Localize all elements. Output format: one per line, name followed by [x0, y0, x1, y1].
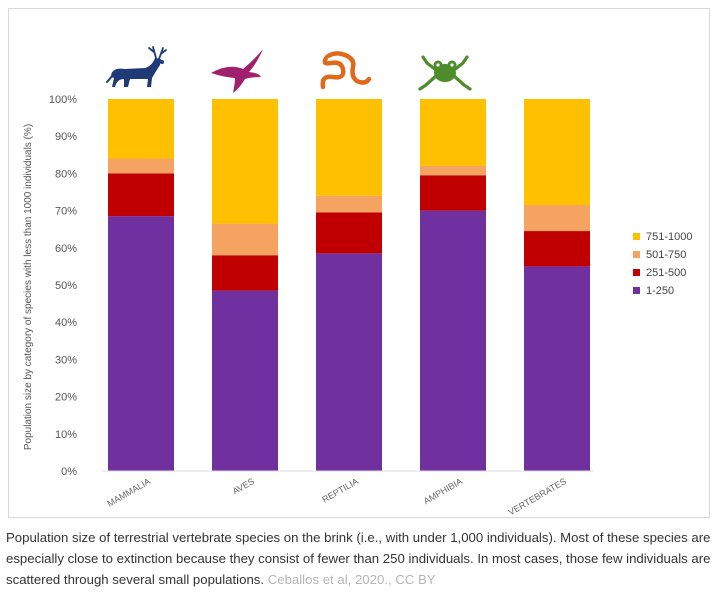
bar-segment-1-250 — [108, 216, 174, 471]
legend-label: 251-500 — [646, 267, 686, 279]
bar-segment-251-500 — [316, 212, 382, 254]
caption-credit: Ceballos et al, 2020., CC BY — [267, 572, 436, 587]
icons-layer — [106, 46, 472, 93]
y-tick-label: 70% — [55, 206, 77, 218]
y-tick-label: 80% — [55, 168, 77, 180]
bar-segment-1-250 — [316, 253, 382, 471]
y-tick-label: 50% — [55, 280, 77, 292]
bird-icon — [211, 49, 263, 93]
bar-segment-751-1000 — [524, 99, 590, 206]
frog-icon — [418, 55, 472, 91]
y-axis: 0% 10% 20% 30% 40% 50% 60% 70% 80% 90% 100% — [49, 94, 77, 478]
bar-segment-251-500 — [420, 175, 486, 211]
bar-segment-1-250 — [524, 266, 590, 471]
y-tick-label: 30% — [55, 354, 77, 366]
legend-swatch — [633, 269, 640, 276]
x-axis: MAMMALIA AVES REPTILIA AMPHIBIA VERTEBRATES — [105, 476, 568, 517]
x-tick-label: AMPHIBIA — [422, 476, 464, 506]
y-tick-label: 20% — [55, 392, 77, 404]
bars-layer — [108, 99, 590, 471]
legend-label: 1-250 — [646, 285, 674, 297]
bar-segment-751-1000 — [420, 99, 486, 166]
legend-swatch — [633, 287, 640, 294]
y-tick-label: 0% — [61, 466, 77, 478]
legend-label: 751-1000 — [646, 231, 693, 243]
legend: 751-1000 501-750 251-500 1-250 — [633, 231, 693, 297]
bar-segment-501-750 — [108, 158, 174, 174]
legend-swatch — [633, 233, 640, 240]
bar-segment-1-250 — [420, 210, 486, 471]
chart-frame: 0% 10% 20% 30% 40% 50% 60% 70% 80% 90% 100% MAMMAL… — [8, 8, 710, 518]
y-tick-label: 60% — [55, 243, 77, 255]
y-tick-label: 90% — [55, 131, 77, 143]
bar-segment-251-500 — [212, 255, 278, 291]
legend-swatch — [633, 251, 640, 258]
bar-segment-501-750 — [212, 223, 278, 256]
deer-icon — [106, 46, 167, 87]
y-tick-label: 40% — [55, 317, 77, 329]
y-tick-label: 100% — [49, 94, 77, 106]
bar-segment-751-1000 — [212, 99, 278, 224]
y-tick-label: 10% — [55, 429, 77, 441]
stacked-bar-chart: 0% 10% 20% 30% 40% 50% 60% 70% 80% 90% 100% MAMMAL… — [23, 46, 693, 517]
bar-segment-501-750 — [420, 165, 486, 176]
legend-label: 501-750 — [646, 249, 686, 261]
bar-segment-751-1000 — [108, 99, 174, 159]
y-axis-label: Population size by category of species w… — [23, 124, 34, 450]
bar-segment-251-500 — [108, 173, 174, 217]
caption-text: Population size of terrestrial vertebrat… — [6, 530, 711, 587]
figure-caption: Population size of terrestrial vertebrat… — [6, 527, 714, 590]
x-tick-label: MAMMALIA — [105, 476, 152, 509]
x-tick-label: REPTILIA — [320, 476, 360, 505]
bar-segment-501-750 — [316, 195, 382, 213]
x-tick-label: AVES — [231, 476, 256, 496]
bar-segment-501-750 — [524, 205, 590, 232]
bar-segment-1-250 — [212, 290, 278, 471]
bar-segment-751-1000 — [316, 99, 382, 196]
bar-segment-251-500 — [524, 231, 590, 267]
x-tick-label: VERTEBRATES — [507, 476, 568, 517]
snake-icon — [320, 51, 372, 90]
